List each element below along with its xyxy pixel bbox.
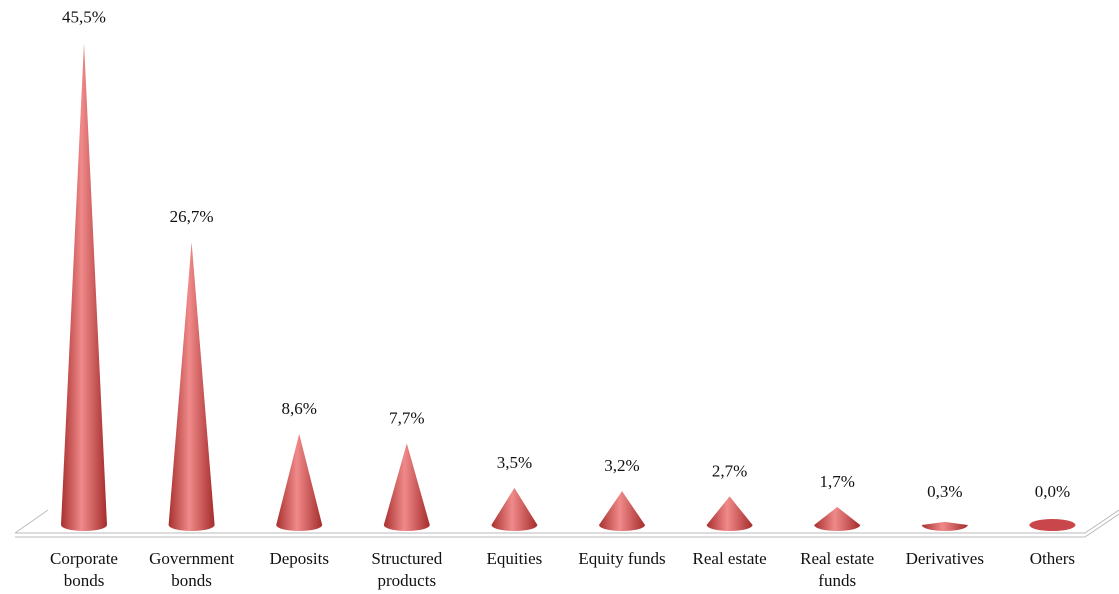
cone-body <box>276 433 323 531</box>
cone-body <box>383 443 430 531</box>
floor-edge <box>15 509 1119 534</box>
x-tick-label: Real estate funds <box>800 549 875 590</box>
cone <box>61 42 107 531</box>
x-tick-label: Equities <box>486 549 543 568</box>
data-label: 7,7% <box>389 408 424 427</box>
x-tick-label: Equity funds <box>578 549 666 568</box>
floor <box>14 509 1119 538</box>
cone-body <box>491 487 538 531</box>
data-label: 0,0% <box>1035 482 1070 501</box>
cone <box>599 491 645 531</box>
data-label: 1,7% <box>819 472 854 491</box>
cone-body <box>61 42 107 531</box>
cone-body <box>168 241 215 531</box>
cone-body <box>599 491 645 531</box>
cone <box>1029 519 1076 531</box>
data-label: 8,6% <box>281 399 316 418</box>
x-tick-label: Structured products <box>371 549 443 590</box>
x-tick-label: Derivatives <box>905 549 984 568</box>
data-label: 26,7% <box>170 207 214 226</box>
data-label: 45,5% <box>62 8 106 27</box>
cone <box>814 506 861 531</box>
x-tick-label: Corporate bonds <box>50 549 118 590</box>
x-tick-label: Government bonds <box>149 549 235 590</box>
x-tick-label: Deposits <box>269 549 329 568</box>
cone <box>383 443 430 531</box>
floor-edge <box>15 513 1119 538</box>
cone-body <box>921 521 968 531</box>
floor-edge <box>14 509 49 534</box>
cone <box>921 521 968 531</box>
data-label: 3,5% <box>497 453 532 472</box>
cone-body <box>814 506 861 531</box>
cone <box>706 496 753 531</box>
cone <box>491 487 538 531</box>
cone-body <box>706 496 753 531</box>
x-tick-label: Others <box>1029 549 1076 568</box>
cone <box>168 241 215 531</box>
cone <box>276 433 323 531</box>
data-label: 0,3% <box>927 482 962 501</box>
cone-base <box>1029 519 1076 531</box>
data-label: 2,7% <box>712 461 747 480</box>
data-label: 3,2% <box>604 456 639 475</box>
x-tick-label: Real estate <box>692 549 767 568</box>
